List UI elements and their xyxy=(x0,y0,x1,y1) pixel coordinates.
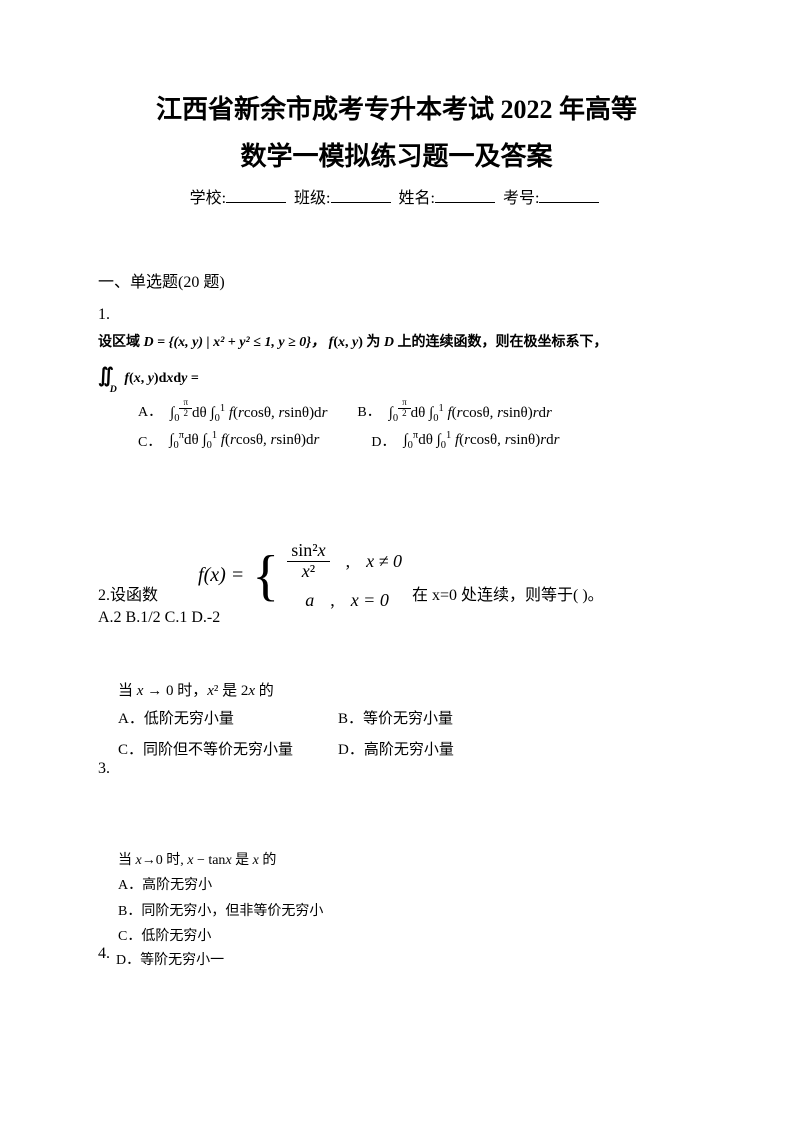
q4-option-b[interactable]: B．同阶无穷小，但非等价无穷小 xyxy=(118,899,695,924)
q1-b-text: ∫0π2dθ ∫01 f(rcosθ, rsinθ)rdr xyxy=(389,398,552,424)
q1-options-row2: C． ∫0πdθ ∫01 f(rcosθ, rsinθ)dr D． ∫0πdθ … xyxy=(138,430,695,451)
q1-a-text: ∫0π2dθ ∫01 f(rcosθ, rsinθ)dr xyxy=(170,398,327,424)
brace-icon: { xyxy=(252,548,279,604)
q4-number: 4. xyxy=(98,945,110,969)
exam-label: 考号: xyxy=(503,190,539,207)
q4-option-d[interactable]: D．等阶无穷小一 xyxy=(116,949,224,969)
q3-stem: 当 x → 0 时，x² 是 2x 的 xyxy=(118,677,695,706)
info-row: 学校: 班级: 姓名: 考号: xyxy=(98,184,695,208)
q3-options: A．低阶无穷小量 B．等价无穷小量 C．同阶但不等价无穷小量 D．高阶无穷小量 xyxy=(118,705,695,764)
q1-b-label: B． xyxy=(357,401,380,421)
question-4: 当 x→0 时, x − tanx 是 x 的 A．高阶无穷小 B．同阶无穷小，… xyxy=(98,848,695,969)
q1-domain: D = {(x, y) | x² + y² ≤ 1, y ≥ 0}， xyxy=(144,335,326,350)
q2-case2: a , x = 0 xyxy=(287,590,402,611)
q3-block: 当 x → 0 时，x² 是 2x 的 A．低阶无穷小量 B．等价无穷小量 C．… xyxy=(118,677,695,765)
title-line2: 数学一模拟练习题一及答案 xyxy=(98,137,695,176)
q1-c-label: C． xyxy=(138,431,161,451)
question-3: 当 x → 0 时，x² 是 2x 的 A．低阶无穷小量 B．等价无穷小量 C．… xyxy=(98,677,695,779)
name-label: 姓名: xyxy=(399,190,435,207)
class-blank[interactable] xyxy=(331,189,391,203)
class-label: 班级: xyxy=(294,190,330,207)
q2-case1-den: x² xyxy=(298,562,319,582)
q4-stem: 当 x→0 时, x − tanx 是 x 的 xyxy=(118,848,695,873)
q3-option-d[interactable]: D．高阶无穷小量 xyxy=(338,736,538,765)
school-label: 学校: xyxy=(190,190,226,207)
q1-prefix: 设区域 xyxy=(98,335,140,350)
q2-fx: f(x) = xyxy=(198,564,244,587)
q2-answers: A.2 B.1/2 C.1 D.-2 xyxy=(98,609,695,627)
q3-option-a[interactable]: A．低阶无穷小量 xyxy=(118,705,338,734)
q2-row: 2.设函数 f(x) = { sin²x x² , x ≠ 0 a , x = … xyxy=(98,541,695,605)
q2-piecewise: f(x) = { sin²x x² , x ≠ 0 a , x = 0 xyxy=(198,541,402,611)
q3-option-b[interactable]: B．等价无穷小量 xyxy=(338,705,538,734)
q2-prefix: 2.设函数 xyxy=(98,581,158,605)
q1-options-row1: A． ∫0π2dθ ∫01 f(rcosθ, rsinθ)dr B． ∫0π2d… xyxy=(138,398,695,424)
q2-case2-cond: x = 0 xyxy=(351,590,389,611)
q1-c-text: ∫0πdθ ∫01 f(rcosθ, rsinθ)dr xyxy=(169,430,319,451)
q2-case1: sin²x x² , x ≠ 0 xyxy=(287,541,402,582)
title-line1: 江西省新余市成考专升本考试 2022 年高等 xyxy=(98,90,695,129)
q2-suffix: 在 x=0 处连续，则等于( )。 xyxy=(412,581,604,605)
q1-stem: 设区域 D = {(x, y) | x² + y² ≤ 1, y ≥ 0}， f… xyxy=(98,332,695,354)
q2-case1-frac: sin²x x² xyxy=(287,541,329,582)
q4-option-a[interactable]: A．高阶无穷小 xyxy=(118,873,695,898)
q1-option-d[interactable]: D． ∫0πdθ ∫01 f(rcosθ, rsinθ)rdr xyxy=(371,430,559,451)
q3-option-c[interactable]: C．同阶但不等价无穷小量 xyxy=(118,736,338,765)
q1-d-label: D． xyxy=(371,431,395,451)
q2-case1-cond: x ≠ 0 xyxy=(366,551,402,572)
question-1: 1. 设区域 D = {(x, y) | x² + y² ≤ 1, y ≥ 0}… xyxy=(98,306,695,451)
q2-case1-num: sin²x xyxy=(287,541,329,562)
q1-option-a[interactable]: A． ∫0π2dθ ∫01 f(rcosθ, rsinθ)dr xyxy=(138,398,327,424)
q1-d-text: ∫0πdθ ∫01 f(rcosθ, rsinθ)rdr xyxy=(404,430,560,451)
section-header: 一、单选题(20 题) xyxy=(98,268,695,292)
q1-number: 1. xyxy=(98,306,695,324)
q2-cases: sin²x x² , x ≠ 0 a , x = 0 xyxy=(287,541,402,611)
q1-mid: f(x, y) 为 D 上的连续函数，则在极坐标系下， xyxy=(329,335,608,350)
q1-a-label: A． xyxy=(138,401,162,421)
q1-option-b[interactable]: B． ∫0π2dθ ∫01 f(rcosθ, rsinθ)rdr xyxy=(357,398,551,424)
q4-block: 当 x→0 时, x − tanx 是 x 的 A．高阶无穷小 B．同阶无穷小，… xyxy=(118,848,695,949)
q4-option-c[interactable]: C．低阶无穷小 xyxy=(118,924,695,949)
name-blank[interactable] xyxy=(435,189,495,203)
q1-option-c[interactable]: C． ∫0πdθ ∫01 f(rcosθ, rsinθ)dr xyxy=(138,430,319,451)
q2-case2-expr: a xyxy=(305,590,314,611)
question-2: 2.设函数 f(x) = { sin²x x² , x ≠ 0 a , x = … xyxy=(98,541,695,627)
q4-last-row: 4. D．等阶无穷小一 xyxy=(98,949,695,969)
exam-blank[interactable] xyxy=(539,189,599,203)
school-blank[interactable] xyxy=(226,189,286,203)
q1-integral: ∬D f(x, y)dxdy = xyxy=(98,360,695,392)
